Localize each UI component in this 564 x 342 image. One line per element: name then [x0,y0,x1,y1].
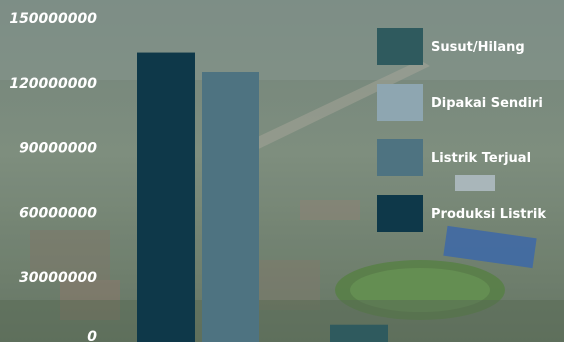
legend-item: Dipakai Sendiri [377,84,543,121]
legend-label: Dipakai Sendiri [431,96,543,111]
legend-swatch [377,28,423,65]
legend-swatch [377,84,423,121]
legend-swatch [377,139,423,176]
legend-label: Listrik Terjual [431,151,531,166]
y-axis: 0 30000000 60000000 90000000 120000000 150000… [9,11,97,342]
legend-item: Listrik Terjual [377,139,531,176]
y-tick-label: 30000000 [19,270,97,286]
y-tick-label: 150000000 [9,11,97,27]
legend-item: Produksi Listrik [377,195,546,232]
legend-swatch [377,195,423,232]
legend-label: Produksi Listrik [431,207,546,222]
bar-produksi-listrik [137,52,195,342]
legend-item: Susut/Hilang [377,28,525,65]
y-tick-label: 120000000 [9,76,97,92]
bars [137,52,388,342]
legend: Susut/Hilang Dipakai Sendiri Listrik Terju… [377,28,546,232]
legend-label: Susut/Hilang [431,40,525,55]
y-tick-label: 90000000 [19,141,97,157]
bar-listrik-terjual [202,72,259,342]
bar-susut-hilang [330,324,388,342]
y-tick-label: 60000000 [19,205,97,221]
y-tick-label: 0 [87,329,97,342]
